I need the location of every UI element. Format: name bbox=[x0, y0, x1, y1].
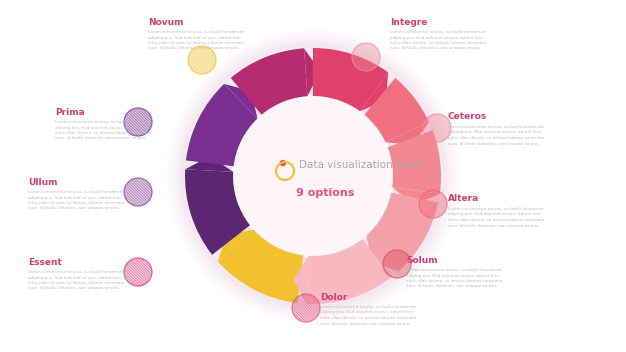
Circle shape bbox=[280, 161, 285, 165]
Circle shape bbox=[423, 114, 451, 142]
Text: Ceteros: Ceteros bbox=[448, 112, 487, 121]
Circle shape bbox=[383, 250, 411, 278]
Text: Novum: Novum bbox=[148, 18, 183, 27]
Circle shape bbox=[175, 38, 451, 314]
Polygon shape bbox=[386, 122, 429, 145]
Circle shape bbox=[292, 294, 320, 322]
Text: Ullum: Ullum bbox=[28, 178, 58, 187]
Circle shape bbox=[181, 44, 445, 308]
Wedge shape bbox=[306, 239, 392, 304]
Polygon shape bbox=[218, 230, 254, 262]
Text: Lorem consectetur ea pus, su facilit henderunt
adiping pus. Rud nolumet ea pus, : Lorem consectetur ea pus, su facilit hen… bbox=[148, 30, 244, 50]
Text: Essent: Essent bbox=[28, 258, 62, 267]
Text: Lorem consectetur ea pus, su facilit henderunt
adiping pus. Rud nolumet ea pus, : Lorem consectetur ea pus, su facilit hen… bbox=[390, 30, 486, 50]
Circle shape bbox=[231, 94, 395, 258]
Wedge shape bbox=[387, 130, 441, 194]
Wedge shape bbox=[313, 48, 388, 111]
Polygon shape bbox=[293, 256, 309, 304]
Text: Data visualization chart: Data visualization chart bbox=[299, 160, 423, 170]
Text: Lorem consectetur ea pus, su facilit henderunt
adiping pus. Rud nolumet ea pus, : Lorem consectetur ea pus, su facilit hen… bbox=[28, 190, 125, 210]
Circle shape bbox=[124, 108, 152, 136]
Wedge shape bbox=[231, 48, 307, 115]
Text: Lorem consectetur ea pus, su facilit henderunt
adiping pus. Rud nolumet ea pus, : Lorem consectetur ea pus, su facilit hen… bbox=[448, 125, 545, 145]
Text: Integre: Integre bbox=[390, 18, 428, 27]
Text: Lorem consectetur ea pus, su facilit henderunt
adiping pus. Rud nolumet ea pus, : Lorem consectetur ea pus, su facilit hen… bbox=[55, 120, 151, 140]
Text: Lorem consectetur ea pus, su facilit henderunt
adiping pus. Rud nolumet ea pus, : Lorem consectetur ea pus, su facilit hen… bbox=[406, 268, 503, 289]
Circle shape bbox=[419, 190, 447, 218]
Wedge shape bbox=[367, 193, 438, 271]
Polygon shape bbox=[304, 48, 320, 96]
Circle shape bbox=[352, 43, 380, 71]
Polygon shape bbox=[185, 156, 233, 172]
Circle shape bbox=[124, 258, 152, 286]
Wedge shape bbox=[364, 78, 429, 142]
Wedge shape bbox=[186, 84, 257, 166]
Polygon shape bbox=[367, 235, 399, 271]
Wedge shape bbox=[218, 230, 303, 303]
Text: Lorem consectetur ea pus, su facilit henderunt
adiping pus. Rud nolumet ea pus, : Lorem consectetur ea pus, su facilit hen… bbox=[28, 270, 125, 290]
Circle shape bbox=[124, 178, 152, 206]
Text: Prima: Prima bbox=[55, 108, 85, 117]
Circle shape bbox=[233, 96, 393, 256]
Circle shape bbox=[178, 41, 448, 311]
Polygon shape bbox=[360, 73, 388, 111]
Wedge shape bbox=[185, 169, 250, 255]
Text: Lorem consectetur ea pus, su facilit henderunt
adiping pus. Rud nolumet ea pus, : Lorem consectetur ea pus, su facilit hen… bbox=[320, 305, 416, 326]
Text: Dolor: Dolor bbox=[320, 293, 347, 302]
Polygon shape bbox=[224, 84, 257, 119]
Circle shape bbox=[188, 46, 216, 74]
Polygon shape bbox=[393, 187, 439, 205]
Text: Lorem consectetur ea pus, su facilit henderunt
adiping pus. Rud nolumet ea pus, : Lorem consectetur ea pus, su facilit hen… bbox=[448, 207, 545, 227]
Text: Altera: Altera bbox=[448, 194, 480, 203]
Text: 9 options: 9 options bbox=[296, 188, 354, 198]
Text: Solum: Solum bbox=[406, 256, 438, 265]
Circle shape bbox=[232, 95, 394, 257]
